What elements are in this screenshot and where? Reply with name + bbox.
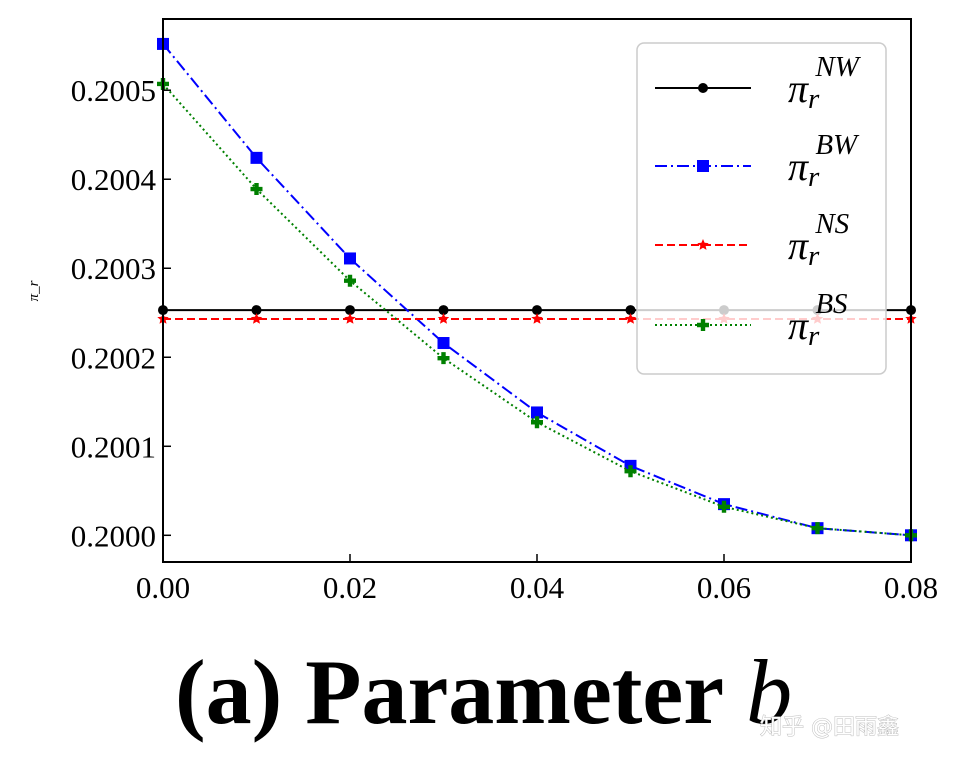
x-tick-label-3: 0.06: [697, 570, 751, 605]
legend-label-ns: πrNS: [788, 208, 850, 272]
legend: πrNW πrBW πrNS πrBS: [636, 42, 887, 375]
data-point-bs-4: [531, 416, 543, 429]
data-point-ns-1: [250, 313, 263, 324]
data-point-nw-4: [532, 305, 542, 316]
legend-entry-bw: πrBW: [655, 129, 860, 193]
watermark: 知乎 @田雨鑫: [760, 715, 899, 740]
data-point-bs-7: [811, 522, 824, 535]
legend-entry-bs: πrBS: [655, 288, 848, 352]
legend-marker-nw: [698, 83, 708, 93]
caption-text: (a) Parameter: [175, 641, 724, 743]
data-point-ns-4: [531, 313, 543, 324]
axes-layer: 0.00 0.02 0.04 0.06 0.08 0.2000 0.2001 0.2002 0.…: [71, 73, 938, 605]
y-tick-label-5: 0.2005: [71, 73, 156, 108]
legend-marker-ns: [697, 239, 709, 250]
data-point-bs-2: [344, 274, 356, 287]
x-tick-label-0: 0.00: [136, 570, 190, 605]
data-point-nw-3: [438, 305, 449, 316]
y-tick-label-4: 0.2004: [71, 162, 157, 197]
data-point-ns-5: [624, 313, 637, 324]
data-point-bw-3: [437, 337, 450, 350]
legend-label-nw: πrNW: [788, 51, 862, 115]
legend-label-bw: πrBW: [788, 129, 860, 193]
data-point-bw-2: [344, 252, 356, 265]
y-tick-label-0: 0.2000: [71, 518, 156, 553]
data-point-ns-3: [437, 313, 450, 324]
data-point-bs-5: [624, 465, 637, 478]
data-point-bs-1: [250, 183, 263, 196]
figure-caption: (a) Parameter b: [175, 641, 792, 743]
data-point-nw-5: [625, 305, 636, 316]
x-tick-label-2: 0.04: [510, 570, 565, 605]
caption-variable: b: [746, 641, 792, 743]
y-axis-label: π_r: [26, 280, 42, 301]
x-tick-label-1: 0.02: [323, 570, 377, 605]
data-point-bs-3: [437, 352, 450, 365]
legend-marker-bw: [697, 160, 709, 172]
data-point-nw-1: [251, 305, 262, 316]
legend-marker-bs: [697, 319, 709, 331]
y-tick-label-1: 0.2001: [71, 429, 156, 464]
data-point-bw-4: [531, 406, 543, 419]
legend-entry-nw: πrNW: [655, 51, 862, 115]
data-point-ns-2: [344, 313, 356, 324]
legend-label-bs: πrBS: [788, 288, 848, 352]
data-point-nw-2: [345, 305, 355, 316]
legend-entry-ns: πrNS: [655, 208, 850, 272]
x-tick-label-4: 0.08: [884, 570, 938, 605]
y-tick-label-3: 0.2003: [71, 251, 156, 286]
data-point-bs-6: [718, 500, 730, 513]
legend-box: [636, 42, 887, 375]
y-tick-label-2: 0.2002: [71, 340, 156, 375]
data-point-bw-1: [250, 151, 263, 164]
